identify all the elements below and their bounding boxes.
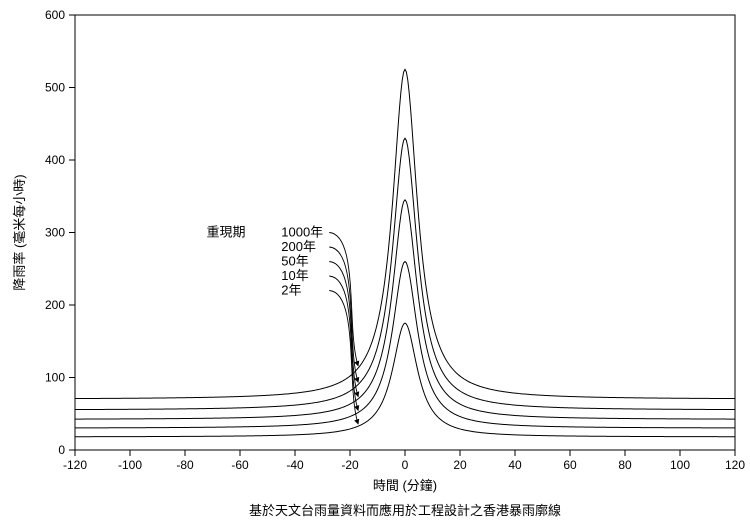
x-tick-label: 120 xyxy=(725,458,745,472)
y-tick-label: 100 xyxy=(45,371,65,385)
x-tick-label: 0 xyxy=(402,458,409,472)
x-tick-label: 100 xyxy=(670,458,690,472)
series-curve xyxy=(75,262,735,428)
x-tick-label: -100 xyxy=(118,458,142,472)
x-tick-label: -120 xyxy=(63,458,87,472)
legend-item: 50年 xyxy=(281,254,308,269)
y-tick-label: 0 xyxy=(58,443,65,457)
series-curve xyxy=(75,323,735,437)
x-tick-label: -80 xyxy=(176,458,194,472)
x-tick-label: 60 xyxy=(563,458,577,472)
x-tick-label: 40 xyxy=(508,458,522,472)
y-tick-label: 200 xyxy=(45,298,65,312)
y-tick-label: 300 xyxy=(45,226,65,240)
legend-title: 重現期 xyxy=(206,225,245,240)
leader-arrow xyxy=(329,233,358,366)
series-curve xyxy=(75,138,735,409)
y-tick-label: 600 xyxy=(45,8,65,22)
plot-border xyxy=(75,15,735,450)
x-tick-label: 20 xyxy=(453,458,467,472)
x-axis-title: 時間 (分鐘) xyxy=(373,478,437,493)
y-axis-title: 降雨率 (毫米每小時) xyxy=(12,174,27,290)
legend-item: 10年 xyxy=(281,268,308,283)
chart-caption: 基於天文台雨量資料而應用於工程設計之香港暴雨廓線 xyxy=(249,503,561,518)
series-curve xyxy=(75,200,735,419)
x-tick-label: -20 xyxy=(341,458,359,472)
x-tick-label: -60 xyxy=(231,458,249,472)
series-curve xyxy=(75,69,735,398)
leader-arrow xyxy=(329,262,358,397)
y-tick-label: 400 xyxy=(45,153,65,167)
legend-item: 2年 xyxy=(281,283,301,298)
y-tick-label: 500 xyxy=(45,81,65,95)
legend-item: 200年 xyxy=(281,239,316,254)
storm-profile-chart: -120 -100 -80 -60 -40 -20 0 20 40 60 80 100 120 0 100 2… xyxy=(0,0,750,528)
x-tick-label: -40 xyxy=(286,458,304,472)
leader-arrow xyxy=(329,247,358,382)
legend-item: 1000年 xyxy=(281,225,323,240)
x-tick-label: 80 xyxy=(618,458,632,472)
